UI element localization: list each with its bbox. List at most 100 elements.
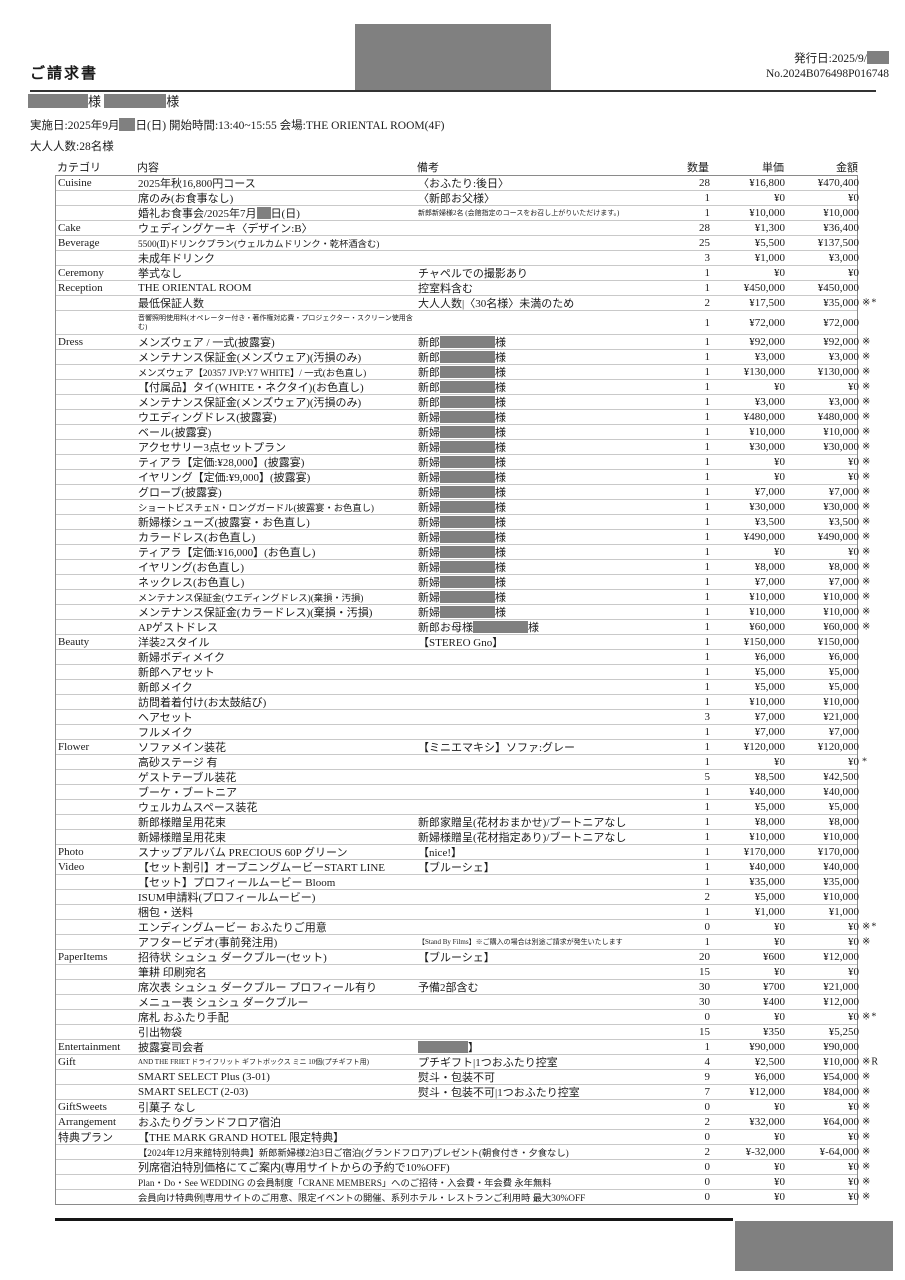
cell-item: ウエディングドレス(披露宴) — [138, 412, 277, 424]
cell-qty: 1 — [704, 936, 711, 948]
cell-amount: ¥10,000 — [823, 426, 859, 438]
cell-amount: ¥0 — [848, 267, 859, 279]
cell-item: 洋装2スタイル — [138, 637, 210, 649]
cell-qty: 1 — [704, 741, 711, 753]
cell-amount: ¥137,500 — [817, 237, 859, 249]
cell-qty: 15 — [699, 966, 710, 978]
cell-remark: 新婦様 — [418, 590, 506, 604]
cell-remark: 新郎お母様様 — [418, 620, 539, 634]
table-row: 新郎様贈呈用花束 新郎家贈呈(花材おまかせ)/ブートニアなし 1 ¥8,000 ¥8,0… — [56, 814, 859, 829]
table-row: Video 【セット割引】オープニングムービーSTART LINE 【ブルーシェ】 1… — [56, 859, 859, 874]
cell-unit-price: ¥490,000 — [743, 531, 785, 543]
cell-qty: 1 — [704, 411, 711, 423]
cell-remark: 【ミニエマキシ】ソファ:グレー — [418, 742, 576, 754]
cell-unit-price: ¥10,000 — [749, 591, 785, 603]
cell-amount: ¥10,000 — [823, 696, 859, 708]
table-row: Cake ウェディングケーキ〈デザイン:B〉 28 ¥1,300 ¥36,400 — [56, 220, 859, 235]
table-row: ゲストテーブル装花 5 ¥8,500 ¥42,500 — [56, 769, 859, 784]
cell-unit-price: ¥32,000 — [749, 1116, 785, 1128]
cell-remark: 新婦様 — [418, 470, 506, 484]
table-row: Ceremony 挙式なし チャペルでの撮影あり 1 ¥0 ¥0 — [56, 265, 859, 280]
table-row: Reception THE ORIENTAL ROOM 控室料含む 1 ¥450,000… — [56, 280, 859, 295]
cell-amount: ¥10,000 — [823, 1056, 859, 1068]
cell-item: フルメイク — [138, 727, 193, 739]
cell-unit-price: ¥7,000 — [754, 576, 785, 588]
redacted-text — [119, 118, 136, 132]
table-row: Gift AND THE FRIET ドライフリット ギフトボックス ミニ 10個… — [56, 1054, 878, 1069]
cell-amount: ¥0 — [848, 1011, 859, 1023]
redacted-text — [440, 350, 495, 363]
cell-qty: 1 — [704, 316, 711, 329]
cell-amount: ¥490,000 — [817, 531, 859, 543]
cell-item: おふたりグランドフロア宿泊 — [138, 1117, 281, 1129]
cell-amount: ¥0 — [848, 1176, 859, 1188]
cell-item: SMART SELECT Plus (3-01) — [138, 1071, 270, 1083]
cell-qty: 1 — [704, 516, 711, 528]
cell-unit-price: ¥12,000 — [749, 1086, 785, 1098]
cell-qty: 0 — [704, 1161, 711, 1173]
cell-remark: 新婦様 — [418, 560, 506, 574]
table-row: イヤリング【定価:¥9,000】(披露宴) 新婦様 1 ¥0 ¥0 ※ — [56, 469, 870, 484]
table-row: メンテナンス保証金(メンズウェア)(汚損のみ) 新郎様 1 ¥3,000 ¥3,000 ※ — [56, 394, 870, 409]
cell-item: アフタービデオ(事前発注用) — [138, 937, 278, 949]
cell-item: ISUM申請料(プロフィールムービー) — [138, 892, 316, 904]
cell-qty: 1 — [704, 441, 711, 453]
table-row: 筆耕 印刷宛名 15 ¥0 ¥0 — [56, 964, 859, 979]
cell-qty: 1 — [704, 666, 711, 678]
row-marker: ※ — [862, 441, 872, 453]
cell-remark: 新婦様 — [418, 530, 506, 544]
cell-item: スナップアルバム PRECIOUS 60P グリーン — [138, 847, 348, 859]
table-row: SMART SELECT Plus (3-01) 熨斗・包装不可 9 ¥6,000 ¥5… — [56, 1069, 870, 1084]
cell-item: 席次表 シュシュ ダークブルー プロフィール有り — [138, 982, 378, 994]
cell-item: メンズウェア【20357 JVP:Y7 WHITE】/ 一式(お色直し) — [138, 369, 367, 379]
row-marker: ※R — [862, 1056, 880, 1068]
cell-qty: 20 — [699, 951, 710, 963]
cell-item: 引出物袋 — [138, 1027, 182, 1039]
table-row: 新郎ヘアセット 1 ¥5,000 ¥5,000 — [56, 664, 859, 679]
cell-amount: ¥0 — [848, 936, 859, 948]
table-row: Dress メンズウェア / 一式(披露宴) 新郎様 1 ¥92,000 ¥92,000 ※ — [56, 334, 870, 349]
cell-remark: 【ブルーシェ】 — [418, 952, 495, 964]
table-row: ショートビスチェN・ロングガードル(披露宴・お色直し) 新婦様 1 ¥30,000 ¥3… — [56, 499, 870, 514]
table-row: 婚礼お食事会/2025年7月 日(日) 新郎新婦様2名 (会館指定のコースをお召し上… — [56, 205, 859, 220]
cell-item: 梱包・送料 — [138, 907, 193, 919]
cell-qty: 1 — [704, 267, 711, 279]
cell-unit-price: ¥130,000 — [743, 366, 785, 378]
cell-amount: ¥6,000 — [828, 651, 859, 663]
row-marker: ※ — [862, 546, 872, 558]
page-title: ご請求書 — [30, 66, 99, 82]
table-row: メニュー表 シュシュ ダークブルー 30 ¥400 ¥12,000 — [56, 994, 859, 1009]
cell-amount: ¥36,400 — [823, 222, 859, 234]
cell-remark: 新郎様 — [418, 380, 506, 394]
table-row: APゲストドレス 新郎お母様様 1 ¥60,000 ¥60,000 ※ — [56, 619, 870, 634]
redacted-text — [440, 380, 495, 393]
cell-item: 新郎様贈呈用花束 — [138, 817, 226, 829]
cell-remark: 新郎様 — [418, 350, 506, 364]
cell-qty: 3 — [704, 711, 711, 723]
cell-unit-price: ¥10,000 — [749, 606, 785, 618]
cell-qty: 15 — [699, 1026, 710, 1038]
cell-unit-price: ¥0 — [774, 1101, 785, 1113]
row-marker: ※ — [862, 531, 872, 543]
cell-unit-price: ¥350 — [763, 1026, 785, 1038]
table-row: メンテナンス保証金(メンズウェア)(汚損のみ) 新郎様 1 ¥3,000 ¥3,000 ※ — [56, 349, 870, 364]
cell-qty: 1 — [704, 906, 711, 918]
cell-unit-price: ¥16,800 — [749, 177, 785, 189]
cell-category: Beauty — [58, 636, 90, 648]
table-row: 最低保証人数 大人人数|〈30名様〉未満のため 2 ¥17,500 ¥35,000 ※* — [56, 295, 876, 310]
cell-remark: 】 — [418, 1039, 658, 1055]
row-marker: ※ — [862, 1176, 872, 1188]
row-marker: ※ — [862, 426, 872, 438]
row-marker: ※ — [862, 366, 872, 378]
cell-remark: 新婦様 — [418, 440, 506, 454]
table-row: 未成年ドリンク 3 ¥1,000 ¥3,000 — [56, 250, 859, 265]
redacted-text — [440, 515, 495, 528]
cell-category: Dress — [58, 336, 84, 348]
cell-item: 訪問着着付け(お太鼓結び) — [138, 697, 267, 709]
cell-category: Ceremony — [58, 267, 104, 279]
cell-item: Plan・Do・See WEDDING の会員制度「CRANE MEMBERS」… — [138, 1179, 552, 1189]
cell-amount: ¥0 — [848, 381, 859, 393]
cell-qty: 1 — [704, 681, 711, 693]
cell-amount: ¥84,000 — [823, 1086, 859, 1098]
cell-qty: 1 — [704, 471, 711, 483]
